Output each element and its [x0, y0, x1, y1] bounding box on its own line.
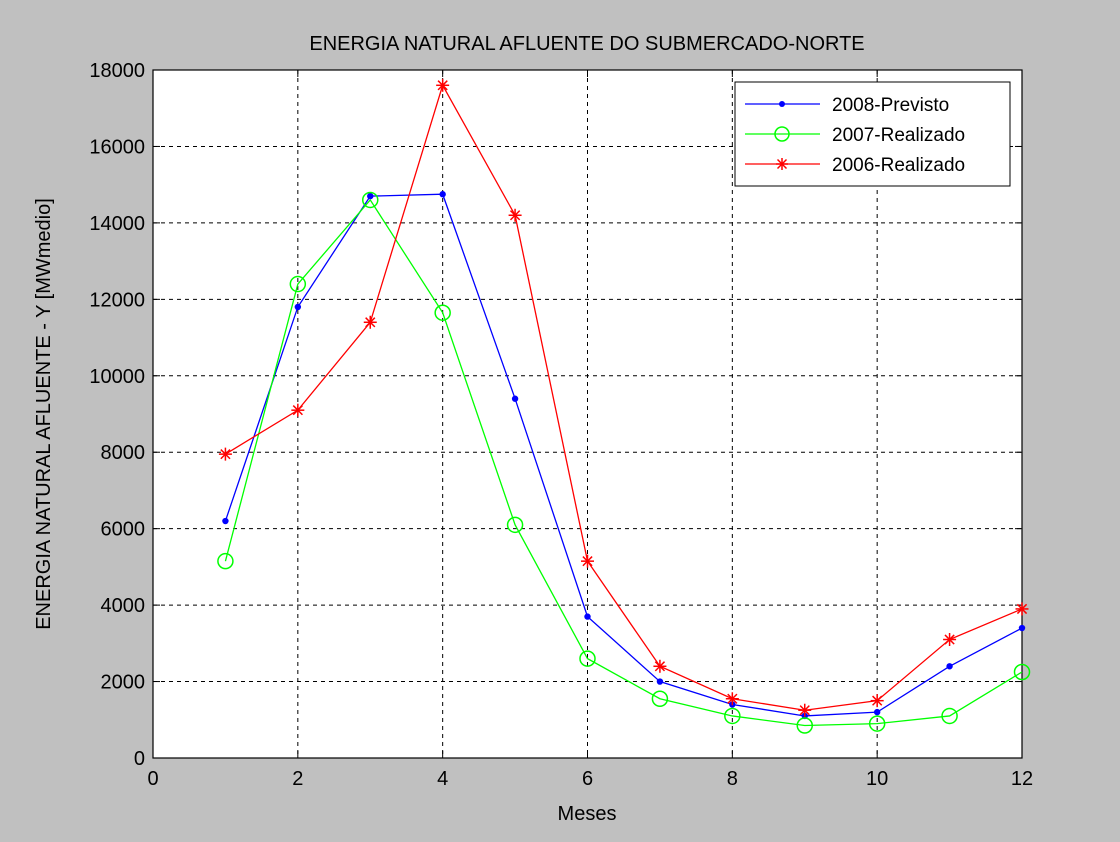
y-tick-label: 0	[134, 748, 145, 770]
series-group	[217, 78, 1031, 734]
legend-item: 2008-Previsto	[745, 95, 949, 116]
x-tick-label: 0	[147, 768, 158, 790]
data-point-2006-realizado	[291, 403, 305, 417]
x-tick-label: 6	[582, 768, 593, 790]
series-line-2007-realizado	[224, 198, 1023, 727]
chart-title: ENERGIA NATURAL AFLUENTE DO SUBMERCADO-N…	[309, 33, 864, 55]
data-point-2006-realizado	[581, 554, 594, 568]
data-point-2008-previsto	[439, 191, 446, 198]
data-point-2006-realizado	[798, 703, 812, 717]
data-point-2007-realizado	[724, 707, 741, 725]
data-point-2008-previsto	[222, 517, 229, 525]
data-point-2007-realizado	[506, 516, 524, 534]
data-point-2008-previsto	[584, 613, 591, 620]
legend-marker-2007	[774, 126, 790, 142]
data-point-2008-previsto	[294, 303, 302, 311]
data-point-2006-realizado	[653, 659, 667, 673]
y-tick-label: 16000	[89, 136, 145, 158]
y-tick-label: 6000	[101, 519, 146, 541]
axis-ticks: 0 2 4 6 8 10 12 0 2000 4000 6000 8000 10000 12000 1400…	[89, 60, 1033, 790]
legend: 2008-Previsto 2007-Realizado 2006-Realiz…	[734, 81, 1011, 187]
x-tick-label: 8	[727, 768, 738, 790]
data-point-2006-realizado	[363, 315, 377, 329]
data-point-2006-realizado	[725, 692, 739, 706]
grid-lines	[153, 70, 1022, 758]
data-point-2008-previsto	[873, 708, 881, 716]
y-tick-label: 18000	[89, 60, 145, 82]
data-point-2008-previsto	[367, 192, 374, 200]
legend-item: 2007-Realizado	[745, 125, 965, 146]
data-point-2007-realizado	[434, 304, 451, 321]
data-point-2007-realizado	[217, 552, 234, 570]
data-point-2008-previsto	[656, 678, 664, 685]
data-point-2008-previsto	[511, 395, 519, 402]
data-point-2006-realizado	[218, 447, 232, 461]
data-point-2006-realizado	[436, 78, 450, 92]
data-point-2007-realizado	[289, 275, 307, 293]
data-point-2006-realizado	[943, 633, 957, 647]
legend-item: 2006-Realizado	[745, 155, 965, 176]
data-point-2007-realizado	[579, 650, 596, 667]
legend-marker-2006	[776, 158, 788, 170]
x-axis-label: Meses	[558, 803, 617, 825]
data-point-2006-realizado	[1015, 602, 1029, 616]
series-line-2006-realizado	[225, 83, 1023, 711]
data-point-2008-previsto	[946, 663, 953, 670]
y-tick-label: 10000	[89, 366, 145, 388]
y-axis-label: ENERGIA NATURAL AFLUENTE - Y [MWmedio]	[33, 198, 55, 630]
y-tick-label: 2000	[101, 672, 146, 694]
y-tick-label: 8000	[101, 442, 146, 464]
y-tick-label: 14000	[89, 213, 145, 235]
x-tick-label: 10	[866, 768, 888, 790]
data-point-2007-realizado	[796, 717, 813, 734]
data-point-2007-realizado	[651, 690, 669, 708]
data-point-2007-realizado	[362, 191, 379, 209]
legend-label-2006: 2006-Realizado	[832, 155, 965, 176]
data-point-2007-realizado	[868, 715, 886, 732]
x-tick-label: 4	[437, 768, 448, 790]
data-point-2006-realizado	[870, 694, 884, 708]
x-tick-label: 12	[1011, 768, 1033, 790]
data-point-2008-previsto	[1018, 624, 1026, 632]
data-point-2006-realizado	[508, 208, 522, 222]
y-tick-label: 12000	[89, 289, 145, 311]
legend-label-2008: 2008-Previsto	[832, 95, 949, 116]
data-point-2007-realizado	[1013, 663, 1031, 681]
legend-box	[734, 81, 1011, 187]
x-tick-label: 2	[292, 768, 303, 790]
legend-marker-2008	[779, 101, 785, 107]
y-tick-label: 4000	[101, 595, 146, 617]
data-point-2007-realizado	[941, 707, 958, 725]
legend-label-2007: 2007-Realizado	[832, 125, 965, 146]
